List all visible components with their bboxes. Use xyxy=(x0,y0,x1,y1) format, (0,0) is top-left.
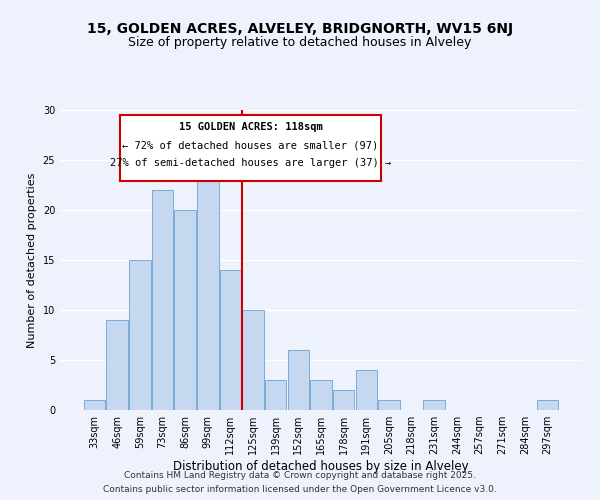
Bar xyxy=(220,270,241,410)
Text: 15, GOLDEN ACRES, ALVELEY, BRIDGNORTH, WV15 6NJ: 15, GOLDEN ACRES, ALVELEY, BRIDGNORTH, W… xyxy=(87,22,513,36)
Text: ← 72% of detached houses are smaller (97): ← 72% of detached houses are smaller (97… xyxy=(122,140,379,150)
Text: Contains HM Land Registry data © Crown copyright and database right 2025.: Contains HM Land Registry data © Crown c… xyxy=(124,472,476,480)
Bar xyxy=(378,400,400,410)
Text: 15 GOLDEN ACRES: 118sqm: 15 GOLDEN ACRES: 118sqm xyxy=(179,122,322,132)
Bar xyxy=(106,320,128,410)
X-axis label: Distribution of detached houses by size in Alveley: Distribution of detached houses by size … xyxy=(173,460,469,473)
Bar xyxy=(242,310,264,410)
Bar xyxy=(287,350,309,410)
Bar xyxy=(310,380,332,410)
Bar xyxy=(175,210,196,410)
Bar xyxy=(356,370,377,410)
Bar xyxy=(84,400,105,410)
Text: Contains public sector information licensed under the Open Government Licence v3: Contains public sector information licen… xyxy=(103,484,497,494)
Bar xyxy=(333,390,355,410)
Bar xyxy=(537,400,558,410)
Bar xyxy=(197,180,218,410)
Text: 27% of semi-detached houses are larger (37) →: 27% of semi-detached houses are larger (… xyxy=(110,158,391,168)
Bar xyxy=(129,260,151,410)
Bar xyxy=(424,400,445,410)
Bar xyxy=(265,380,286,410)
Text: Size of property relative to detached houses in Alveley: Size of property relative to detached ho… xyxy=(128,36,472,49)
FancyBboxPatch shape xyxy=(120,114,381,180)
Bar xyxy=(152,190,173,410)
Y-axis label: Number of detached properties: Number of detached properties xyxy=(27,172,37,348)
